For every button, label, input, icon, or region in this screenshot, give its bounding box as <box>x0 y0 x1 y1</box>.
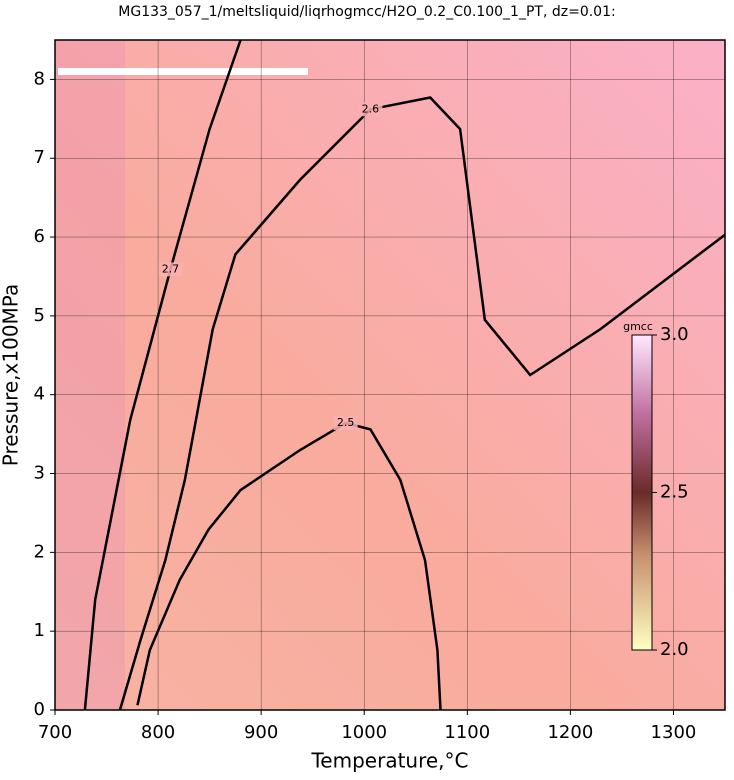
white-band <box>58 68 308 75</box>
x-tick-label: 1300 <box>651 722 697 743</box>
colorbar-label: gmcc <box>623 320 653 333</box>
colorbar-tick-label: 2.0 <box>660 639 689 660</box>
colorbar <box>631 334 653 651</box>
chart-title: MG133_057_1/meltsliquid/liqrhogmcc/H2O_0… <box>118 4 615 20</box>
y-tick-label: 7 <box>34 147 45 168</box>
contour-line <box>118 96 726 711</box>
contour-line <box>136 421 442 711</box>
x-axis-label: Temperature,°C <box>310 749 468 773</box>
contour-label: 2.7 <box>162 262 180 275</box>
y-tick-label: 4 <box>34 384 45 405</box>
y-tick-label: 6 <box>34 226 45 247</box>
dense-region <box>55 40 125 710</box>
colorbar-tick-label: 3.0 <box>660 324 689 345</box>
y-tick-label: 2 <box>34 541 45 562</box>
plot-background <box>55 40 725 710</box>
contour-label: 2.6 <box>362 102 380 115</box>
y-tick-label: 0 <box>34 699 45 720</box>
y-tick-label: 3 <box>34 463 45 484</box>
contour-label-bg <box>333 416 358 431</box>
x-tick-label: 1000 <box>341 722 387 743</box>
y-tick-label: 8 <box>34 68 45 89</box>
contour-label: 2.5 <box>337 416 355 429</box>
contour-label-bg <box>158 262 183 277</box>
x-tick-label: 1100 <box>444 722 490 743</box>
colorbar-tick-label: 2.5 <box>660 482 689 503</box>
plot-frame <box>54 39 726 711</box>
y-tick-label: 5 <box>34 305 45 326</box>
x-tick-label: 800 <box>141 722 175 743</box>
contour-label-bg <box>358 102 383 117</box>
contour-line <box>83 39 242 711</box>
x-tick-label: 900 <box>244 722 278 743</box>
y-axis-label: Pressure,x100MPa <box>0 284 23 466</box>
x-tick-label: 700 <box>38 722 72 743</box>
x-tick-label: 1200 <box>547 722 593 743</box>
y-tick-label: 1 <box>34 620 45 641</box>
